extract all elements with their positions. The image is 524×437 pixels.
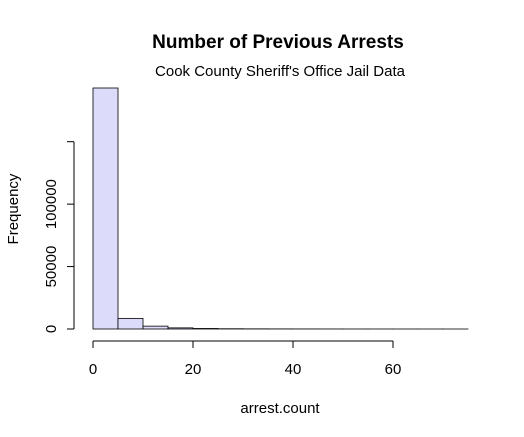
chart-title: Number of Previous Arrests [152, 32, 404, 53]
histogram-bar [142, 325, 169, 330]
histogram-bars [92, 87, 469, 330]
x-axis-label: arrest.count [240, 400, 320, 417]
y-tick-label: 0 [43, 325, 60, 333]
x-tick-label: 20 [185, 361, 202, 378]
histogram-bar [167, 327, 194, 330]
x-axis: 0 20 40 60 [89, 340, 402, 378]
x-tick-label: 60 [385, 361, 402, 378]
chart-subtitle: Cook County Sheriff's Office Jail Data [155, 63, 406, 80]
x-tick-label: 0 [89, 361, 97, 378]
y-tick-label: 50000 [43, 246, 60, 288]
x-tick-label: 40 [285, 361, 302, 378]
y-axis-label: Frequency [5, 173, 22, 244]
y-axis: 0 50000 100000 [43, 141, 75, 333]
y-tick-label: 100000 [43, 179, 60, 229]
histogram-bar [92, 87, 119, 330]
histogram-bar [117, 317, 144, 330]
